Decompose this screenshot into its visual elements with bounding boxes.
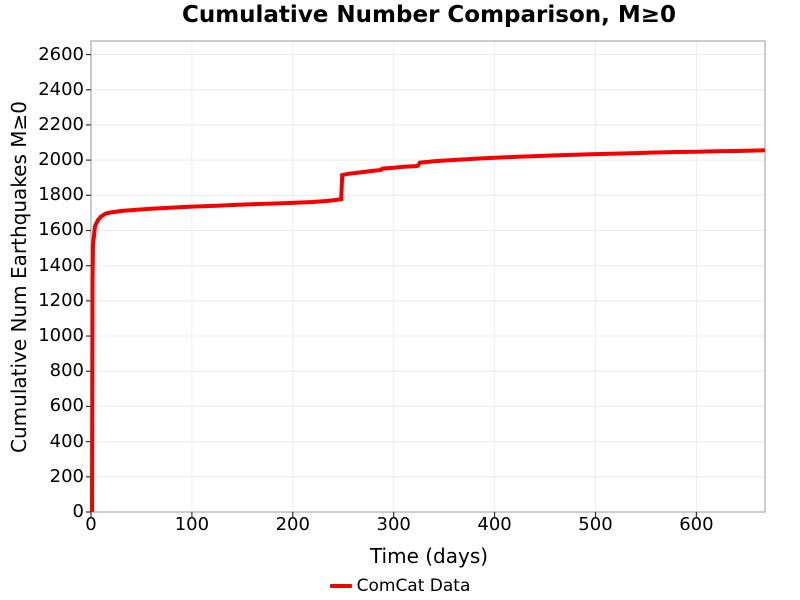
chart-title: Cumulative Number Comparison, M≥0 [181,2,677,28]
y-tick-label: 1000 [38,325,84,347]
series-line-comcat-data [90,148,766,513]
y-tick-label: 2200 [38,113,84,135]
x-tick-label: 500 [578,514,613,535]
y-tick-label: 1400 [38,254,84,276]
x-tick-label: 300 [376,514,411,535]
legend: ComCat Data [0,576,800,596]
x-axis-label: Time (days) [369,544,489,568]
x-tick-label: 100 [174,514,210,535]
y-tick-label: 1600 [38,219,84,241]
x-tick-label: 200 [275,514,310,535]
y-tick-label: 2000 [38,149,84,171]
legend-label: ComCat Data [356,576,471,596]
y-tick-label: 400 [49,430,84,452]
y-axis-label: Cumulative Num Earthquakes M≥0 [7,101,31,453]
y-tick-label: 200 [49,465,84,487]
legend-line-marker [329,584,352,588]
y-tick-label: 800 [49,360,84,382]
y-tick-label: 2400 [38,78,84,100]
x-tick-label: 400 [477,514,512,535]
x-tick-label: 600 [679,514,714,535]
y-tick-label: 2600 [38,43,84,65]
y-tick-label: 1800 [38,184,84,206]
y-tick-label: 1200 [38,289,84,311]
x-tick-label: 0 [85,514,97,535]
y-tick-label: 0 [72,501,84,522]
y-tick-label: 600 [49,395,84,417]
